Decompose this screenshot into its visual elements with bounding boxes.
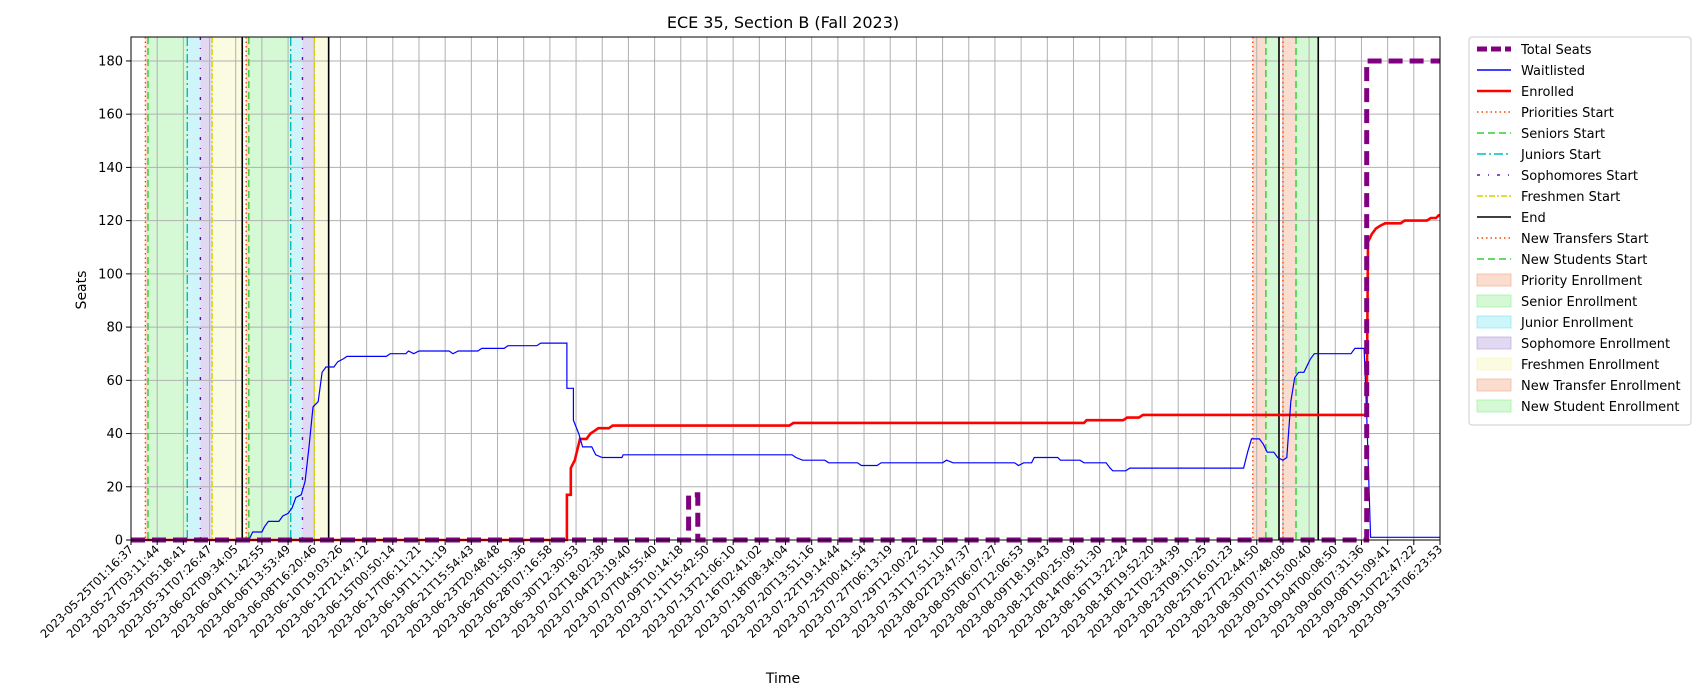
data-series [131,58,1440,543]
series-line-total-seats [131,58,1440,543]
y-tick-label: 140 [98,161,123,176]
legend-label: Juniors Start [1520,148,1601,163]
legend-label: New Student Enrollment [1521,400,1679,415]
legend-label: End [1521,211,1546,226]
legend-label: New Transfer Enrollment [1521,379,1681,394]
enrollment-band [1282,37,1297,540]
enrollment-band [1265,37,1279,540]
y-tick-label: 180 [98,54,123,69]
legend-swatch [1476,399,1512,413]
legend-label: New Students Start [1521,253,1647,268]
enrollment-band [1252,37,1266,540]
y-tick-label: 0 [115,534,123,549]
legend-label: Waitlisted [1521,64,1585,79]
legend: Total Seats Waitlisted Enrolled Priorities … [1468,36,1692,426]
legend-swatch [1476,336,1512,350]
x-axis-label: Time [765,671,800,687]
legend-label: Junior Enrollment [1520,316,1633,331]
legend-box [1468,36,1692,426]
y-tick-label: 40 [106,427,123,442]
legend-label: Seniors Start [1521,127,1605,142]
legend-label: Priority Enrollment [1521,274,1642,289]
legend-label: Senior Enrollment [1521,295,1637,310]
enrollment-band [248,37,291,540]
legend-label: Freshmen Start [1521,190,1620,205]
x-axis-ticks: 2023-05-25T01:16:372023-05-27T03:11:4420… [37,540,1445,641]
series-line-enrolled [131,214,1440,542]
legend-swatch [1476,315,1512,329]
enrollment-band [148,37,188,540]
enrollment-bands [145,37,1319,540]
enrollment-band [1296,37,1319,540]
legend-label: Freshmen Enrollment [1521,358,1659,373]
y-tick-label: 120 [98,214,123,229]
legend-swatch [1476,294,1512,308]
enrollment-band [314,37,329,540]
legend-swatch [1476,378,1512,392]
y-tick-label: 100 [98,267,123,282]
enrollment-band [200,37,213,540]
legend-swatch [1476,273,1512,287]
legend-label: Total Seats [1520,43,1592,58]
series-line-waitlisted [131,342,1440,541]
enrollment-band [246,37,249,540]
chart-title: ECE 35, Section B (Fall 2023) [667,13,899,32]
legend-label: Priorities Start [1521,106,1614,121]
y-axis-label: Seats [74,271,90,310]
enrollment-band [212,37,243,540]
enrollment-band [187,37,201,540]
y-tick-label: 80 [106,321,123,336]
legend-swatch [1476,357,1512,371]
legend-label: Enrolled [1521,85,1574,100]
enrollment-band [302,37,315,540]
legend-label: Sophomore Enrollment [1521,337,1670,352]
enrollment-band [290,37,303,540]
y-tick-label: 160 [98,108,123,123]
legend-label: New Transfers Start [1521,232,1648,247]
enrollment-band [145,37,149,540]
y-tick-label: 60 [106,374,123,389]
legend-label: Sophomores Start [1521,169,1638,184]
y-tick-label: 20 [106,480,123,495]
y-axis-ticks: 0 20 40 60 80 100 120 140 160 180 [98,54,131,549]
period-marker-lines [144,37,1320,540]
